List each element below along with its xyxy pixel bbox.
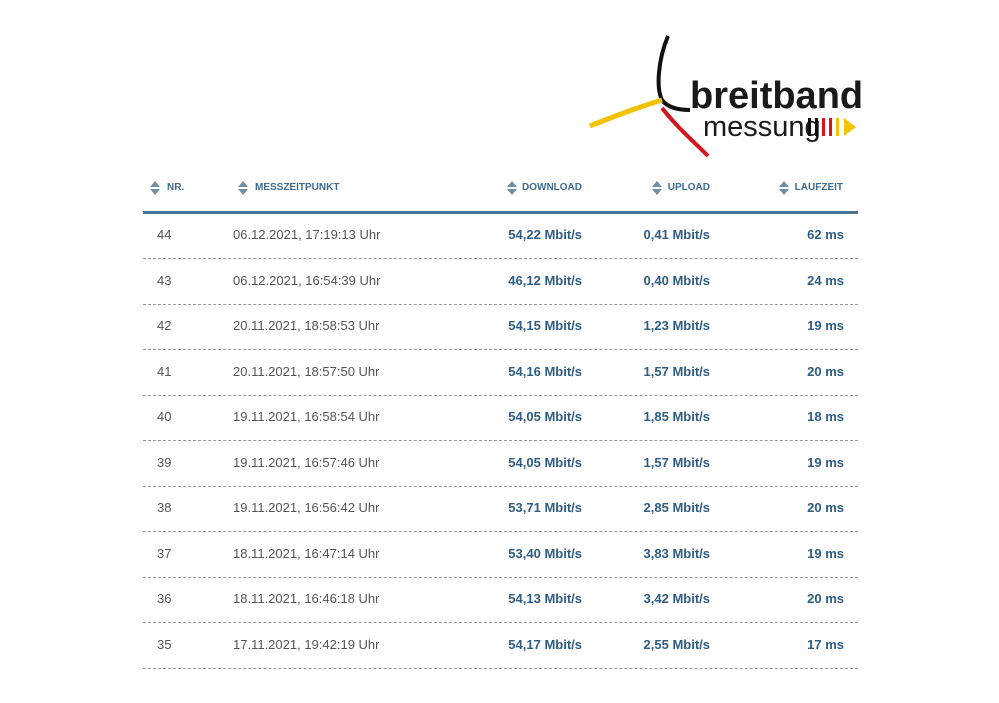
download: 54,16 Mbit/s <box>508 363 582 379</box>
timestamp: 18.11.2021, 16:47:14 Uhr <box>233 545 380 561</box>
logo-swoosh <box>656 35 691 112</box>
download: 53,71 Mbit/s <box>508 500 582 515</box>
latency: 17 ms <box>807 636 844 652</box>
row-separator <box>143 667 858 669</box>
row-number: 40 <box>157 409 172 424</box>
latency: 24 ms <box>807 272 844 288</box>
download: 54,05 Mbit/s <box>508 409 582 424</box>
logo-text: breitband <box>690 75 863 117</box>
timestamp: 20.11.2021, 18:57:50 Uhr <box>233 363 380 379</box>
sort-icon[interactable] <box>652 181 662 195</box>
download: 54,15 Mbit/s <box>508 318 582 333</box>
download: 54,13 Mbit/s <box>508 591 582 606</box>
row-number: 43 <box>157 272 172 288</box>
row-separator <box>143 622 858 623</box>
logo-swoosh <box>660 106 710 158</box>
row-number: 41 <box>157 363 172 379</box>
timestamp: 19.11.2021, 16:56:42 Uhr <box>233 500 380 515</box>
upload: 2,55 Mbit/s <box>643 636 710 652</box>
row-separator <box>143 394 858 396</box>
logo-text: messung <box>703 111 821 143</box>
row-separator <box>143 258 858 259</box>
row-separator <box>143 576 858 578</box>
latency: 19 ms <box>807 454 844 470</box>
row-separator <box>143 349 858 350</box>
latency: 18 ms <box>807 409 844 424</box>
sort-icon[interactable] <box>150 181 160 195</box>
row-number: 42 <box>157 318 172 333</box>
timestamp: 20.11.2021, 18:58:53 Uhr <box>233 318 380 333</box>
download: 54,17 Mbit/s <box>508 636 582 652</box>
logo-bar <box>836 118 839 136</box>
upload: 3,83 Mbit/s <box>643 545 710 561</box>
logo-bar <box>815 118 818 136</box>
upload: 1,23 Mbit/s <box>643 318 710 333</box>
upload: 2,85 Mbit/s <box>643 500 710 515</box>
row-number: 44 <box>157 227 172 242</box>
download: 46,12 Mbit/s <box>508 272 582 288</box>
column-header[interactable]: UPLOAD <box>667 182 710 193</box>
download: 54,22 Mbit/s <box>508 227 582 242</box>
upload: 0,41 Mbit/s <box>643 227 710 242</box>
row-separator <box>143 440 858 441</box>
upload: 0,40 Mbit/s <box>643 272 710 288</box>
latency: 20 ms <box>807 591 844 606</box>
timestamp: 17.11.2021, 19:42:19 Uhr <box>233 636 380 652</box>
download: 54,05 Mbit/s <box>508 454 582 470</box>
sort-icon[interactable] <box>779 181 789 195</box>
download: 53,40 Mbit/s <box>508 545 582 561</box>
row-separator <box>143 303 858 305</box>
row-separator <box>143 485 858 487</box>
column-header[interactable]: NR. <box>167 182 185 193</box>
timestamp: 19.11.2021, 16:58:54 Uhr <box>233 409 380 424</box>
timestamp: 06.12.2021, 17:19:13 Uhr <box>233 227 381 242</box>
sort-icon[interactable] <box>507 181 517 195</box>
logo: breitband messung <box>589 35 863 158</box>
row-number: 36 <box>157 591 172 606</box>
sort-icon[interactable] <box>238 181 248 195</box>
row-number: 37 <box>157 545 172 561</box>
upload: 1,85 Mbit/s <box>643 409 710 424</box>
latency: 62 ms <box>807 227 844 242</box>
column-header[interactable]: DOWNLOAD <box>522 182 582 193</box>
latency: 20 ms <box>807 363 844 379</box>
upload: 3,42 Mbit/s <box>643 591 710 606</box>
logo-arrow <box>844 118 856 136</box>
row-number: 39 <box>157 454 172 470</box>
upload: 1,57 Mbit/s <box>643 454 710 470</box>
row-number: 35 <box>157 636 172 652</box>
latency: 20 ms <box>807 500 844 515</box>
column-header[interactable]: LAUFZEIT <box>794 182 843 193</box>
logo-bar <box>829 118 832 136</box>
latency: 19 ms <box>807 318 844 333</box>
timestamp: 19.11.2021, 16:57:46 Uhr <box>233 454 380 470</box>
row-separator <box>143 531 858 532</box>
logo-bar <box>808 118 811 136</box>
row-number: 38 <box>157 500 172 515</box>
column-header[interactable]: MESSZEITPUNKT <box>255 182 340 193</box>
timestamp: 18.11.2021, 16:46:18 Uhr <box>233 591 380 606</box>
logo-bar <box>822 118 825 136</box>
latency: 19 ms <box>807 545 844 561</box>
timestamp: 06.12.2021, 16:54:39 Uhr <box>233 272 381 288</box>
upload: 1,57 Mbit/s <box>643 363 710 379</box>
header-rule <box>143 211 858 214</box>
logo-swoosh <box>589 97 663 129</box>
